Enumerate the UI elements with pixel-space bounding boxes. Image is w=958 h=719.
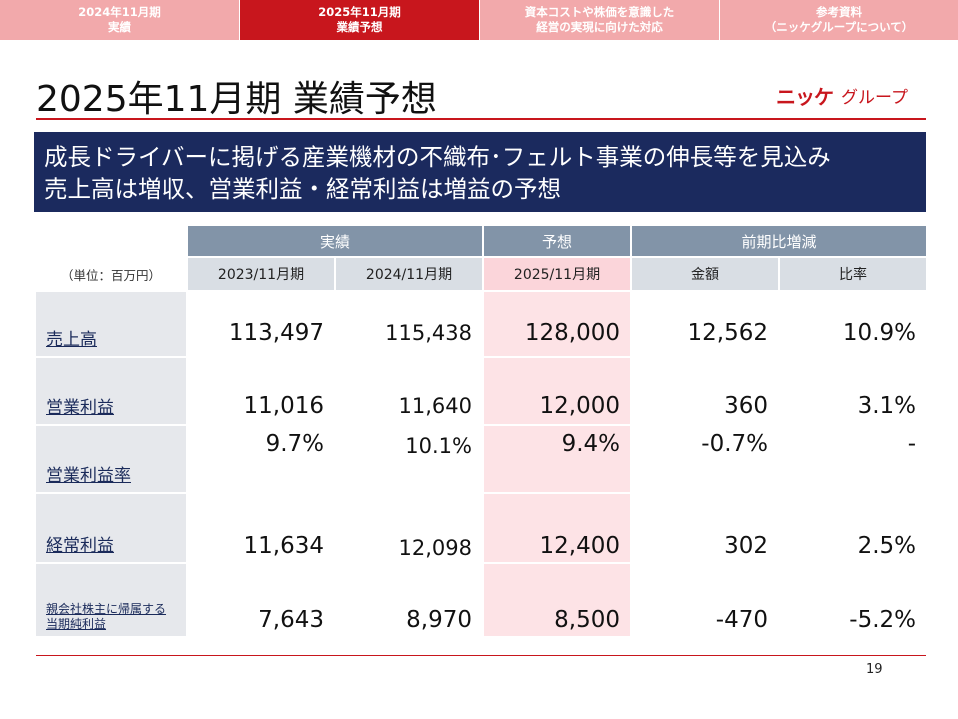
- col-header-2024: 2024/11月期: [336, 258, 482, 290]
- logo-text: グループ: [841, 87, 908, 108]
- cell-net-income-2024: 8,970: [336, 564, 482, 636]
- group-header-forecast: 予想: [484, 226, 630, 256]
- tab-2025-forecast[interactable]: 2025年11月期 業績予想: [240, 0, 480, 40]
- tab-capital-cost[interactable]: 資本コストや株価を意識した 経営の実現に向けた対応: [480, 0, 720, 40]
- cell-net-income-amount: -470: [632, 564, 778, 636]
- row-label-net-sales: 売上高: [36, 292, 186, 356]
- net-income-label-line1: 親会社株主に帰属する: [46, 602, 167, 616]
- col-header-2023: 2023/11月期: [188, 258, 334, 290]
- row-label-net-income: 親会社株主に帰属する 当期純利益: [36, 564, 186, 636]
- page-title: 2025年11月期 業績予想: [36, 79, 437, 120]
- cell-net-sales-ratio: 10.9%: [780, 292, 926, 356]
- banner-line2: 売上高は増収、営業利益・経常利益は増益の予想: [44, 175, 561, 203]
- unit-label: （単位：百万円）: [60, 267, 161, 283]
- cell-operating-profit-2024: 11,640: [336, 358, 482, 424]
- cell-operating-profit-amount: 360: [632, 358, 778, 424]
- footer-divider: [36, 655, 926, 656]
- company-logo: ニッケ グループ: [776, 80, 908, 110]
- tab-label-line1: 2025年11月期: [318, 5, 401, 19]
- cell-net-sales-2025: 128,000: [484, 292, 630, 356]
- row-label-ordinary-profit: 経常利益: [36, 494, 186, 562]
- cell-net-income-ratio: -5.2%: [780, 564, 926, 636]
- title-divider: [36, 118, 926, 120]
- section-tabs: 2024年11月期 実績 2025年11月期 業績予想 資本コストや株価を意識し…: [0, 0, 958, 40]
- page-number: 19: [866, 662, 883, 677]
- cell-operating-profit-2025: 12,000: [484, 358, 630, 424]
- cell-net-income-2025: 8,500: [484, 564, 630, 636]
- group-header-actual: 実績: [188, 226, 482, 256]
- cell-ordinary-profit-2025: 12,400: [484, 494, 630, 562]
- col-header-2025: 2025/11月期: [484, 258, 630, 290]
- cell-net-income-2023: 7,643: [188, 564, 334, 636]
- net-income-label-line2: 当期純利益: [46, 617, 107, 631]
- cell-operating-margin-2023: 9.7%: [188, 426, 334, 492]
- cell-net-sales-2023: 113,497: [188, 292, 334, 356]
- cell-ordinary-profit-2024: 12,098: [336, 494, 482, 562]
- cell-net-sales-2024: 115,438: [336, 292, 482, 356]
- cell-ordinary-profit-2023: 11,634: [188, 494, 334, 562]
- col-header-ratio: 比率: [780, 258, 926, 290]
- cell-operating-margin-2025: 9.4%: [484, 426, 630, 492]
- tab-label-line1: 2024年11月期: [78, 5, 161, 19]
- cell-operating-profit-ratio: 3.1%: [780, 358, 926, 424]
- cell-ordinary-profit-ratio: 2.5%: [780, 494, 926, 562]
- tab-label-line1: 資本コストや株価を意識した: [524, 5, 675, 19]
- group-header-change: 前期比増減: [632, 226, 926, 256]
- tab-label-line2: 業績予想: [336, 20, 383, 34]
- tab-label-line2: 実績: [108, 20, 131, 34]
- cell-operating-margin-amount: -0.7%: [632, 426, 778, 492]
- tab-reference[interactable]: 参考資料 （ニッケグループについて）: [720, 0, 958, 40]
- logo-mark: ニッケ: [776, 84, 834, 109]
- tab-label-line2: 経営の実現に向けた対応: [536, 20, 663, 34]
- tab-label-line1: 参考資料: [816, 5, 862, 19]
- col-header-amount: 金額: [632, 258, 778, 290]
- cell-ordinary-profit-amount: 302: [632, 494, 778, 562]
- cell-net-sales-amount: 12,562: [632, 292, 778, 356]
- cell-operating-margin-2024: 10.1%: [336, 426, 482, 492]
- row-label-operating-margin: 営業利益率: [36, 426, 186, 492]
- summary-banner: 成長ドライバーに掲げる産業機材の不織布･フェルト事業の伸長等を見込み 売上高は増…: [34, 132, 926, 212]
- cell-operating-margin-ratio: -: [780, 426, 926, 492]
- row-label-operating-profit: 営業利益: [36, 358, 186, 424]
- tab-2024-actual[interactable]: 2024年11月期 実績: [0, 0, 240, 40]
- banner-line1: 成長ドライバーに掲げる産業機材の不織布･フェルト事業の伸長等を見込み: [44, 143, 831, 171]
- tab-label-line2: （ニッケグループについて）: [764, 20, 914, 34]
- cell-operating-profit-2023: 11,016: [188, 358, 334, 424]
